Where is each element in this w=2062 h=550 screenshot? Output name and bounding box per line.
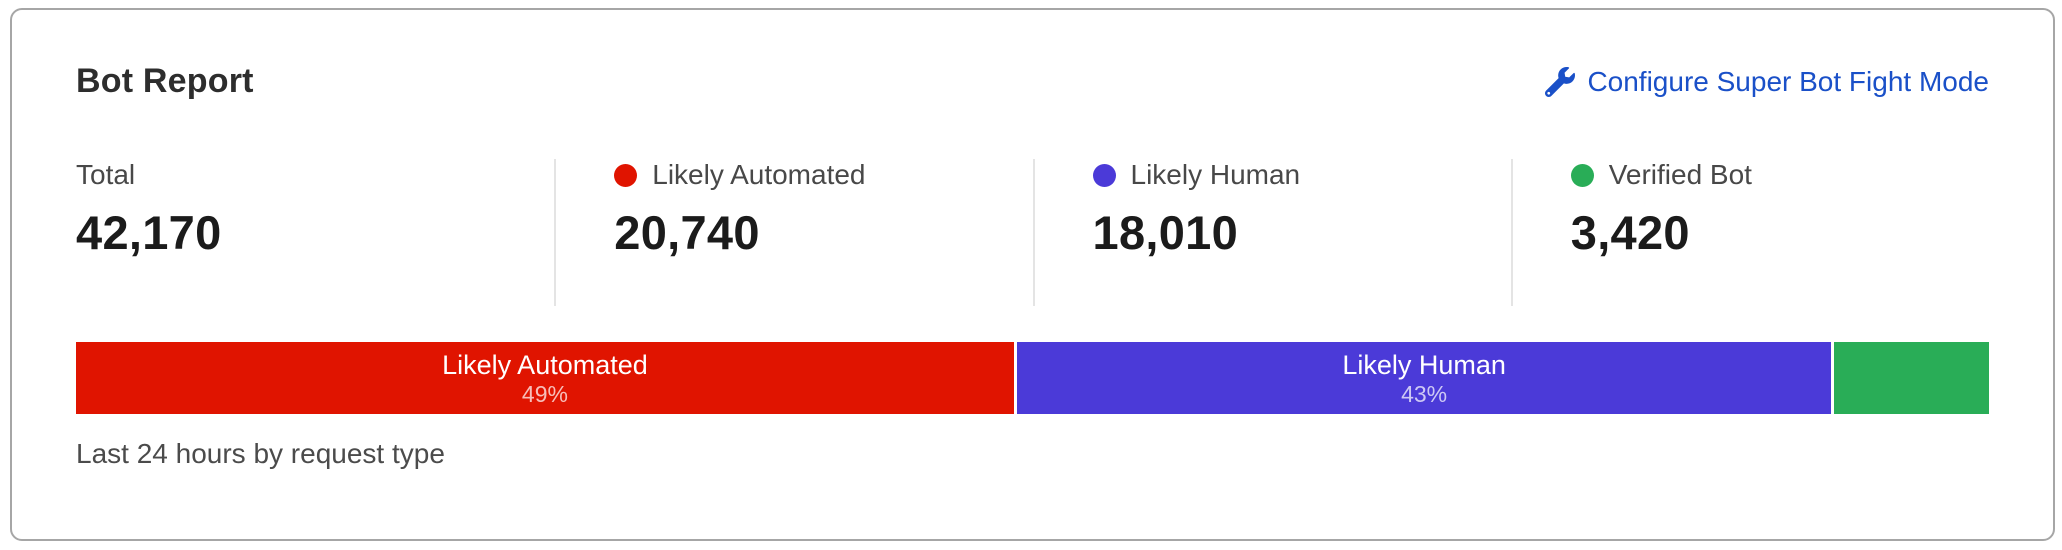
- stat-likely-automated: Likely Automated 20,740: [554, 159, 1032, 306]
- stats-row: Total 42,170 Likely Automated 20,740 Lik…: [76, 159, 1989, 306]
- bar-segment-likely-human-label: Likely Human: [1342, 349, 1506, 380]
- stat-likely-human: Likely Human 18,010: [1032, 159, 1511, 306]
- bar-segment-likely-human: Likely Human 43%: [1016, 342, 1832, 414]
- configure-link-label: Configure Super Bot Fight Mode: [1587, 65, 1989, 97]
- bar-segment-likely-automated-percent: 49%: [521, 380, 568, 407]
- request-type-stacked-bar: Likely Automated 49% Likely Human 43%: [76, 342, 1989, 414]
- bar-segment-likely-automated-label: Likely Automated: [442, 349, 648, 380]
- stat-likely-human-label: Likely Human: [1130, 159, 1301, 190]
- stat-total-value: 42,170: [76, 206, 222, 259]
- bar-segment-verified-bot: [1834, 342, 1989, 414]
- stat-likely-automated-label: Likely Automated: [652, 159, 866, 190]
- bar-segment-likely-automated: Likely Automated 49%: [76, 342, 1014, 414]
- wrench-icon: [1545, 66, 1576, 97]
- verified-bot-dot-icon: [1570, 163, 1594, 187]
- configure-super-bot-fight-mode-link[interactable]: Configure Super Bot Fight Mode: [1545, 66, 1989, 98]
- stat-verified-bot-label: Verified Bot: [1608, 159, 1752, 190]
- bot-report-card: Bot Report Configure Super Bot Fight Mod…: [10, 8, 2055, 541]
- bar-segment-likely-human-percent: 43%: [1401, 380, 1448, 407]
- likely-automated-dot-icon: [614, 163, 638, 187]
- stat-total-label: Total: [76, 159, 136, 190]
- chart-caption: Last 24 hours by request type: [76, 438, 445, 469]
- page-title: Bot Report: [76, 62, 254, 100]
- card-header: Bot Report Configure Super Bot Fight Mod…: [76, 62, 1989, 101]
- likely-human-dot-icon: [1092, 163, 1116, 187]
- stat-likely-automated-value: 20,740: [614, 206, 760, 259]
- stat-verified-bot-value: 3,420: [1570, 206, 1690, 259]
- stat-likely-human-value: 18,010: [1092, 206, 1239, 259]
- stat-verified-bot: Verified Bot 3,420: [1510, 159, 1989, 306]
- stat-total: Total 42,170: [76, 159, 554, 306]
